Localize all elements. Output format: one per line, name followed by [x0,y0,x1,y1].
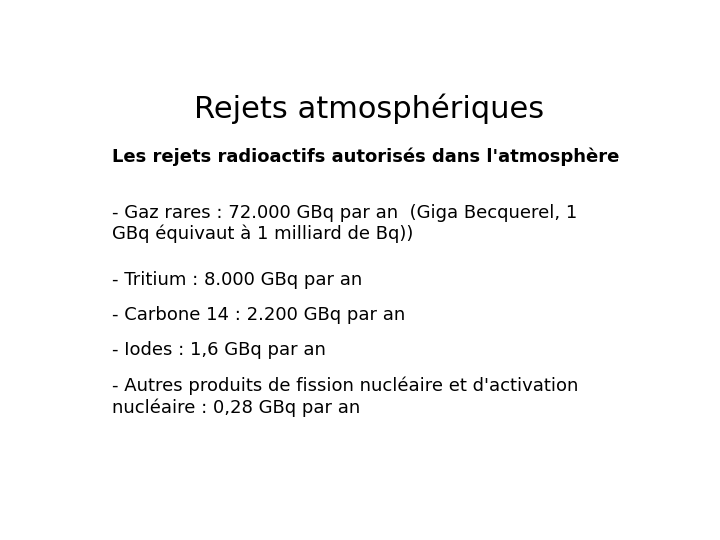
Text: - Tritium : 8.000 GBq par an: - Tritium : 8.000 GBq par an [112,271,363,288]
Text: - Autres produits de fission nucléaire et d'activation
nucléaire : 0,28 GBq par : - Autres produits de fission nucléaire e… [112,377,579,416]
Text: Les rejets radioactifs autorisés dans l'atmosphère: Les rejets radioactifs autorisés dans l'… [112,148,620,166]
Text: Rejets atmosphériques: Rejets atmosphériques [194,94,544,124]
Text: - Iodes : 1,6 GBq par an: - Iodes : 1,6 GBq par an [112,341,326,359]
Text: - Gaz rares : 72.000 GBq par an  (Giga Becquerel, 1
GBq équivaut à 1 milliard de: - Gaz rares : 72.000 GBq par an (Giga Be… [112,204,577,244]
Text: - Carbone 14 : 2.200 GBq par an: - Carbone 14 : 2.200 GBq par an [112,306,405,324]
